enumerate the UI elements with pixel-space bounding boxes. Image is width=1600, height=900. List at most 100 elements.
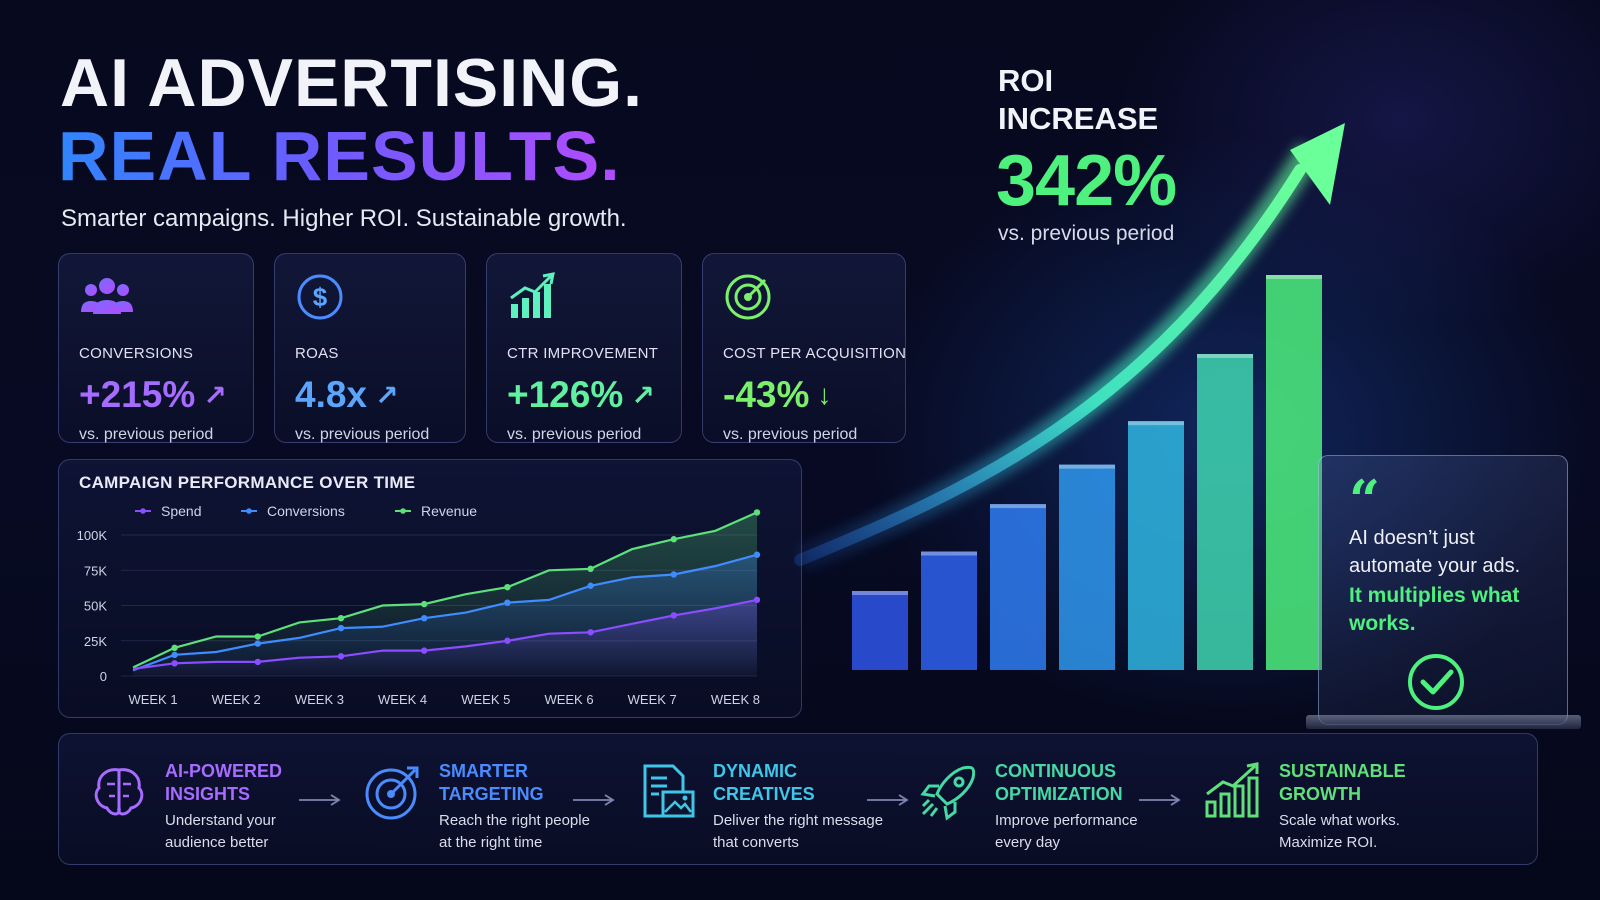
step-desc-line1: Improve performance (995, 812, 1138, 829)
roi-sub: vs. previous period (998, 222, 1175, 245)
roi-bar-highlight (1266, 275, 1322, 279)
data-point (587, 629, 594, 636)
step-desc-line2: Maximize ROI. (1279, 834, 1378, 851)
roi-bar-highlight (852, 591, 908, 595)
growth-arrow (794, 164, 1306, 566)
roi-bar (852, 591, 908, 670)
step-sustainable-growth: SUSTAINABLE GROWTH Scale what works. Maxim… (1201, 734, 1461, 866)
step-title-line2: INSIGHTS (165, 784, 251, 804)
arrow-down-icon: ↓ (817, 379, 832, 410)
data-point (753, 596, 761, 604)
y-tick-label: 50K (84, 599, 107, 614)
dollar-icon: $ (297, 274, 343, 320)
series-line (132, 511, 758, 669)
y-tick-label: 0 (100, 669, 107, 684)
stat-sub: vs. previous period (79, 426, 214, 443)
arrow-right-icon (1139, 794, 1181, 806)
data-point (504, 583, 511, 591)
step-dynamic-creatives: DYNAMIC CREATIVES Deliver the right messa… (635, 734, 895, 866)
roi-bar (990, 504, 1046, 670)
roi-bar-highlight (1059, 464, 1115, 469)
arrow-right-icon (299, 794, 341, 806)
x-tick-label: WEEK 3 (295, 692, 344, 707)
line-chart: 0 25K 50K 75K 100K WEEK 1 WEEK 2 WEEK 3 WEEK 4 WE… (77, 503, 761, 707)
target-arrow-icon (365, 766, 419, 820)
legend-label: Conversions (267, 503, 345, 519)
step-smarter-targeting: SMARTER TARGETING Reach the right people a… (361, 734, 611, 866)
step-title-line2: CREATIVES (713, 784, 815, 804)
tagline: Smarter campaigns. Higher ROI. Sustainab… (61, 205, 627, 232)
step-title-line1: AI-POWERED (165, 761, 282, 781)
quote-mark-icon: “ (1349, 468, 1381, 532)
x-tick-label: WEEK 1 (128, 692, 177, 707)
stat-card-conversions: CONVERSIONS +215% ↗ vs. previous period (58, 253, 254, 443)
legend-marker (400, 508, 406, 514)
data-point (254, 658, 261, 666)
headline-secondary: REAL RESULTS. (58, 117, 621, 195)
stat-sub: vs. previous period (723, 426, 858, 443)
data-point (504, 637, 511, 644)
step-desc-line2: at the right time (439, 834, 543, 851)
step-desc-line2: that converts (713, 834, 799, 851)
arrow-right-icon (573, 794, 615, 806)
arrow-up-icon: ↗ (203, 379, 227, 411)
headline-primary: AI ADVERTISING. (60, 45, 643, 121)
campaign-performance-chart: CAMPAIGN PERFORMANCE OVER TIME 0 25K 50K 75… (58, 459, 802, 718)
data-point (421, 600, 428, 608)
arrow-up-icon: ↗ (375, 379, 399, 411)
roi-bar (1197, 354, 1253, 670)
x-tick-label: WEEK 8 (711, 692, 760, 707)
data-point (504, 599, 511, 606)
step-title-line1: SMARTER (439, 761, 528, 781)
step-continuous-optimization: CONTINUOUS OPTIMIZATION Improve performan… (917, 734, 1177, 866)
stat-value: +126% (507, 374, 624, 415)
data-point (587, 582, 594, 589)
step-title-line1: CONTINUOUS (995, 761, 1116, 781)
step-title-line2: OPTIMIZATION (995, 784, 1123, 804)
bar-chart-icon (510, 272, 555, 318)
data-point (337, 614, 345, 622)
step-desc-line1: Reach the right people (439, 812, 590, 829)
y-tick-label: 25K (84, 634, 107, 649)
data-point (171, 644, 178, 651)
quote-stand (1306, 715, 1581, 729)
roi-value: 342% (996, 141, 1177, 221)
chart-title: CAMPAIGN PERFORMANCE OVER TIME (79, 473, 416, 492)
step-desc-line1: Understand your (165, 812, 276, 829)
stat-card-ctr: CTR IMPROVEMENT +126% ↗ vs. previous peri… (486, 253, 682, 443)
roi-bar-highlight (990, 504, 1046, 509)
x-tick-label: WEEK 7 (628, 692, 677, 707)
legend-label: Spend (161, 503, 201, 519)
data-point (753, 551, 761, 558)
document-image-icon (643, 764, 695, 818)
svg-text:$: $ (313, 282, 328, 312)
x-tick-label: WEEK 2 (212, 692, 261, 707)
step-desc-line1: Deliver the right message (713, 812, 884, 829)
stat-label: CONVERSIONS (79, 345, 194, 362)
step-desc-line1: Scale what works. (1279, 812, 1400, 829)
data-point (254, 640, 261, 647)
step-desc-line2: audience better (165, 834, 269, 851)
stat-label: CTR IMPROVEMENT (507, 345, 659, 362)
legend-label: Revenue (421, 503, 477, 519)
data-point (337, 653, 345, 660)
target-icon (725, 274, 771, 320)
roi-growth-visual (794, 123, 1345, 670)
stat-sub: vs. previous period (295, 426, 430, 443)
step-title-line2: GROWTH (1279, 784, 1361, 804)
arrow-right-icon (867, 794, 909, 806)
process-strip: AI-POWERED INSIGHTS Understand your audien… (58, 733, 1538, 865)
roi-bar (1266, 275, 1322, 670)
arrow-head-icon (1290, 123, 1345, 205)
roi-title: ROI INCREASE (998, 62, 1158, 138)
step-title-line1: DYNAMIC (713, 761, 797, 781)
y-tick-label: 100K (77, 528, 108, 543)
legend-marker (246, 508, 252, 514)
data-point (421, 647, 428, 654)
data-point (753, 509, 761, 516)
step-desc-line2: every day (995, 834, 1061, 851)
growth-chart-icon (1205, 762, 1259, 818)
series-line (132, 598, 758, 670)
x-tick-label: WEEK 4 (378, 692, 427, 707)
roi-bar-highlight (1128, 421, 1184, 426)
